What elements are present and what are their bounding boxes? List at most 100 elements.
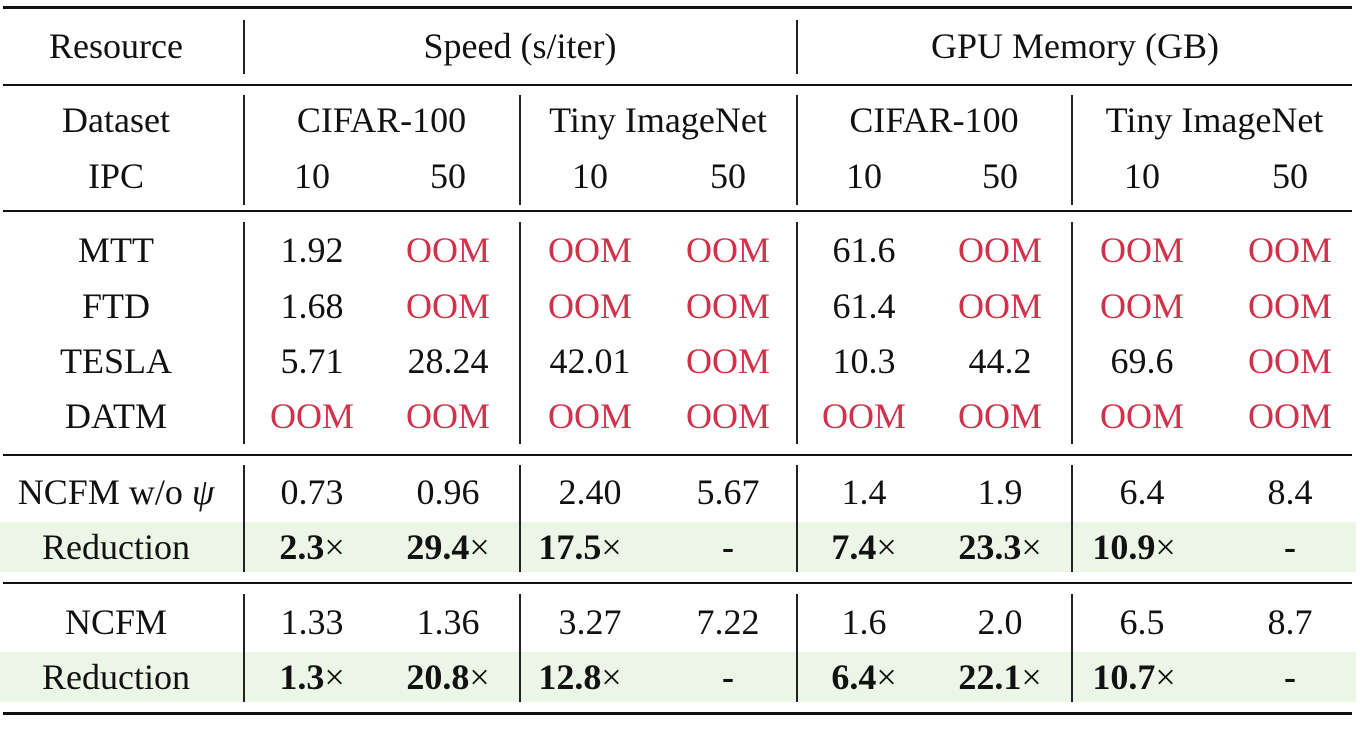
value-cell: OOM: [405, 286, 490, 326]
value-cell: OOM: [547, 286, 632, 326]
vline-first-column: [243, 95, 245, 205]
value-cell: 2.0: [977, 602, 1023, 642]
value-cell: 1.33: [280, 602, 344, 642]
header-dataset: Tiny ImageNet: [549, 100, 767, 140]
reduction-label: Reduction: [42, 527, 190, 567]
value-cell: 3.27: [558, 602, 622, 642]
value-cell: OOM: [1099, 230, 1184, 270]
method-label: DATM: [64, 396, 167, 436]
method-label: NCFM: [64, 602, 168, 642]
reduction-cell: -: [668, 649, 788, 705]
reduction-row-2-highlight: [0, 652, 1356, 702]
vline-speed-memory: [796, 222, 798, 444]
reduction-cell: 6.4×: [804, 649, 924, 705]
times-symbol: ×: [601, 527, 622, 567]
value-cell: OOM: [957, 396, 1042, 436]
value-cell: 1.6: [841, 602, 887, 642]
method-label: FTD: [81, 286, 150, 326]
value-cell: 1.68: [280, 286, 344, 326]
header-ipc: 50: [710, 156, 746, 196]
header-ipc: 50: [982, 156, 1018, 196]
bottom-rule: [3, 712, 1352, 715]
times-symbol: ×: [324, 527, 345, 567]
reduction-cell: 10.7×: [1074, 649, 1194, 705]
reduction-value: 10.7: [1092, 657, 1156, 697]
value-cell: OOM: [1247, 396, 1332, 436]
header-dataset-label: Dataset: [62, 100, 170, 140]
method-label: TESLA: [60, 341, 172, 381]
value-cell: 28.24: [407, 341, 489, 381]
reduction-cell: 17.5×: [520, 519, 640, 575]
value-cell: 6.4: [1119, 472, 1165, 512]
value-cell: OOM: [685, 286, 770, 326]
value-cell: 2.40: [558, 472, 622, 512]
value-cell: OOM: [957, 286, 1042, 326]
reduction-value: -: [1284, 527, 1296, 567]
reduction-cell: -: [1230, 519, 1350, 575]
times-symbol: ×: [1155, 657, 1176, 697]
value-cell: OOM: [1247, 341, 1332, 381]
value-cell: 1.36: [416, 602, 480, 642]
reduction-value: 23.3: [958, 527, 1022, 567]
header-ipc: 10: [572, 156, 608, 196]
reduction-value: 12.8: [538, 657, 602, 697]
value-cell: OOM: [685, 230, 770, 270]
vline-dataset-split: [1071, 465, 1073, 572]
value-cell: OOM: [405, 230, 490, 270]
value-cell: 1.4: [841, 472, 887, 512]
value-cell: 61.6: [832, 230, 896, 270]
value-cell: 8.4: [1267, 472, 1313, 512]
reduction-value: -: [722, 527, 734, 567]
reduction-cell: 23.3×: [940, 519, 1060, 575]
header-ipc: 10: [294, 156, 330, 196]
value-cell: 8.7: [1267, 602, 1313, 642]
psi-symbol: ψ: [191, 472, 215, 512]
reduction-value: 2.3: [279, 527, 325, 567]
reduction-cell: 2.3×: [252, 519, 372, 575]
vline-speed-memory: [796, 594, 798, 702]
vline-dataset-split: [1071, 95, 1073, 205]
value-cell: 0.73: [280, 472, 344, 512]
value-cell: 10.3: [832, 341, 896, 381]
method-label-ncfm-wo-psi: NCFM w/o ψ: [0, 464, 232, 520]
rule-header-2: [3, 210, 1352, 212]
value-cell: 5.67: [696, 472, 760, 512]
header-ipc: 50: [1272, 156, 1308, 196]
header-ipc: 50: [430, 156, 466, 196]
reduction-cell: 7.4×: [804, 519, 924, 575]
reduction-value: 17.5: [538, 527, 602, 567]
header-ipc-label: IPC: [87, 156, 145, 196]
vline-first-column: [243, 222, 245, 444]
vline-speed-memory: [796, 20, 798, 74]
value-cell: OOM: [1099, 286, 1184, 326]
times-symbol: ×: [601, 657, 622, 697]
vline-first-column: [243, 465, 245, 572]
times-symbol: ×: [1021, 657, 1042, 697]
top-rule: [3, 6, 1352, 9]
header-gpu-memory: GPU Memory (GB): [931, 26, 1219, 66]
value-cell: OOM: [269, 396, 354, 436]
header-speed: Speed (s/iter): [423, 26, 617, 66]
times-symbol: ×: [1021, 527, 1042, 567]
reduction-cell: 29.4×: [388, 519, 508, 575]
reduction-value: 22.1: [958, 657, 1022, 697]
reduction-value: -: [1284, 657, 1296, 697]
reduction-value: 10.9: [1092, 527, 1156, 567]
value-cell: 69.6: [1110, 341, 1174, 381]
value-cell: 44.2: [968, 341, 1032, 381]
value-cell: 1.9: [977, 472, 1023, 512]
value-cell: OOM: [821, 396, 906, 436]
reduction-value: 6.4: [831, 657, 877, 697]
reduction-cell: -: [1230, 649, 1350, 705]
value-cell: OOM: [1099, 396, 1184, 436]
header-dataset: CIFAR-100: [296, 100, 467, 140]
value-cell: 1.92: [280, 230, 344, 270]
times-symbol: ×: [1155, 527, 1176, 567]
header-dataset: Tiny ImageNet: [1105, 100, 1324, 140]
vline-dataset-split: [519, 222, 521, 444]
reduction-value: -: [722, 657, 734, 697]
method-label-text: NCFM w/o: [17, 472, 192, 512]
times-symbol: ×: [324, 657, 345, 697]
value-cell: OOM: [405, 396, 490, 436]
reduction-value: 1.3: [279, 657, 325, 697]
